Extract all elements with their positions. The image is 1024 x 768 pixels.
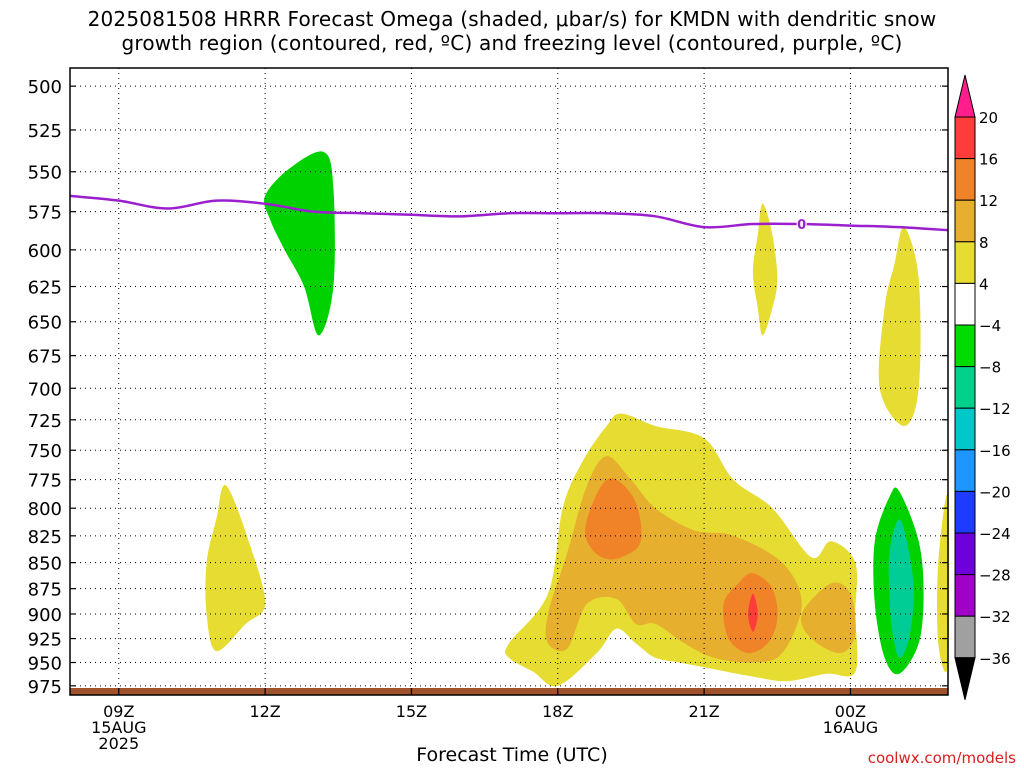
colorbar-label: −28 [979,567,1011,585]
y-tick-label: 950 [28,654,62,675]
y-tick-label: 975 [28,677,62,698]
x-tick-label: 16AUG [823,718,878,737]
y-tick-label: 625 [28,278,62,299]
x-axis-title: Forecast Time (UTC) [416,744,608,766]
y-tick-label: 675 [28,347,62,368]
x-tick-label: 15Z [396,702,427,721]
y-tick-label: 600 [28,241,62,262]
colorbar-swatch [954,532,976,576]
omega-region-12-8 [585,478,642,560]
colorbar-swatch [954,282,976,326]
ground-layer [70,688,948,695]
colorbar-label: 4 [979,275,989,293]
omega-region-4-5 [937,493,950,673]
y-tick-label: 700 [28,379,62,400]
y-tick-label: 550 [28,163,62,184]
y-tick-label: 925 [28,630,62,651]
y-tick-label: 750 [28,441,62,462]
plot-frame [69,67,949,696]
colorbar-cap-bottom [954,657,976,700]
colorbar: 20 16 12 8 4 −4 −8 −12 −16 −20 −24 −28 −32 −36 [954,74,1011,700]
x-tick-label: 18Z [542,702,573,721]
y-tick-label: 775 [28,471,62,492]
x-tick-label: 15AUG [91,718,146,737]
colorbar-cap-top [954,74,976,118]
colorbar-swatch [954,490,976,534]
y-tick-label: 900 [28,605,62,626]
omega-shading-layer [205,151,950,687]
colorbar-label: −36 [979,650,1011,668]
freezing-level-layer: 0 [69,194,949,233]
x-tick-label: 2025 [98,734,139,753]
colorbar-label: −16 [979,442,1011,460]
freezing-level-label: 0 [797,218,806,233]
colorbar-swatch [954,241,976,284]
colorbar-label: −8 [979,359,1001,377]
x-tick-label: 21Z [688,702,719,721]
y-tick-label: 500 [28,77,62,98]
colorbar-label: −12 [979,400,1011,418]
colorbar-label: 12 [979,192,998,210]
y-tick-label: 850 [28,554,62,575]
colorbar-label: 8 [979,234,989,252]
colorbar-swatch [954,449,976,492]
omega-region--8-0 [264,151,335,336]
colorbar-swatch [954,407,976,451]
chart-title-line-2: growth region (contoured, red, ºC) and f… [121,31,903,55]
y-tick-label: 800 [28,499,62,520]
y-tick-label: 725 [28,411,62,432]
freezing-level-label-bg [796,216,807,232]
x-tick-label: 12Z [249,702,280,721]
omega-region-4-1 [205,484,266,652]
y-tick-label: 525 [28,121,62,142]
axes-layer: 500 525 550 575 600 625 650 675 700 725 750 775 800 8… [28,67,949,753]
colorbar-label: 20 [979,109,998,127]
credit-link[interactable]: coolwx.com/models [867,749,1016,767]
colorbar-swatch [954,366,976,409]
omega-region-16-10 [748,593,758,632]
y-tick-label: 875 [28,580,62,601]
x-tick-label: 00Z [835,702,866,721]
y-tick-label: 650 [28,313,62,334]
y-tick-label: 575 [28,203,62,224]
y-tick-label: 825 [28,527,62,548]
omega-region-4-2 [752,203,778,336]
x-tick-label: 09Z [103,702,134,721]
omega-region--12-12 [888,519,914,658]
colorbar-swatch [954,574,976,617]
omega-region-4-3 [878,226,921,426]
colorbar-label: −32 [979,608,1011,626]
colorbar-label: −4 [979,317,1001,335]
colorbar-label: −24 [979,525,1011,543]
colorbar-swatch [954,199,976,243]
colorbar-label: 16 [979,151,998,169]
colorbar-swatch [954,324,976,368]
colorbar-swatch [954,116,976,160]
chart-title-line-1: 2025081508 HRRR Forecast Omega (shaded, … [87,7,937,31]
colorbar-label: −20 [979,483,1011,501]
colorbar-swatch [954,158,976,201]
freezing-level-line [69,194,949,232]
omega-region-8-7 [800,582,856,654]
colorbar-swatch [954,615,976,659]
ground-strip [70,688,948,695]
